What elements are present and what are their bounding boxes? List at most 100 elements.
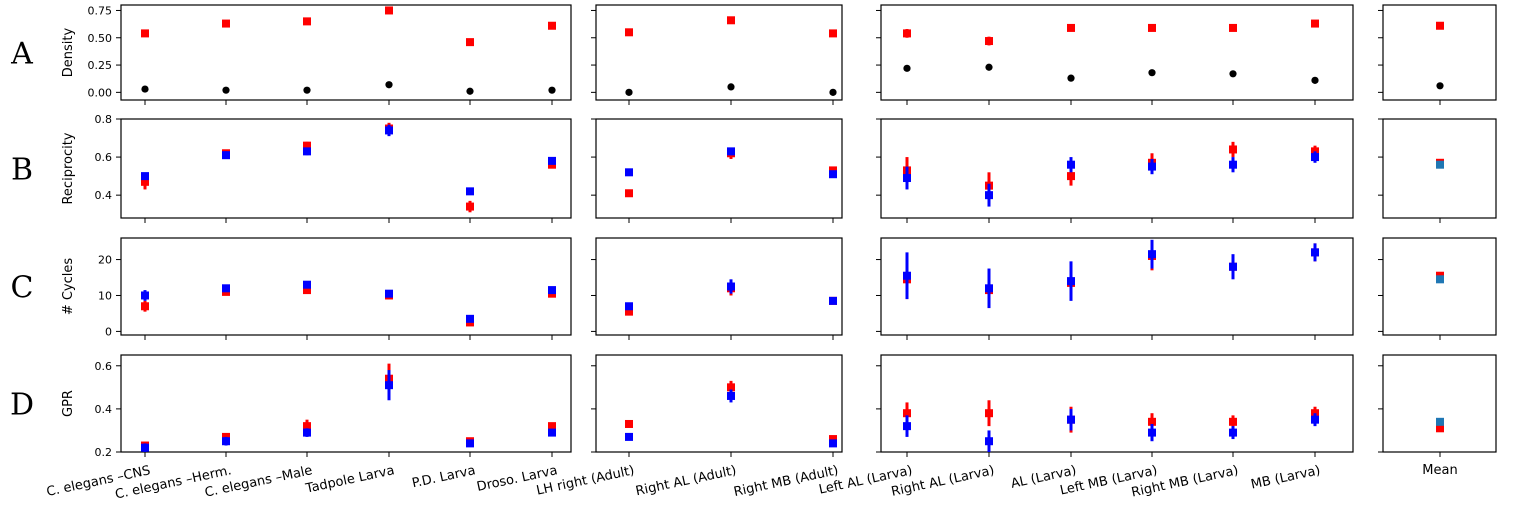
data-point [625, 419, 633, 428]
axes-frame [595, 4, 843, 101]
data-point [1436, 417, 1444, 426]
data-point [625, 168, 633, 177]
y-tick-label: 0.4 [95, 403, 113, 416]
y-tick-label: 0.6 [95, 360, 113, 373]
data-point [1229, 160, 1237, 169]
axes-frame [1382, 354, 1497, 453]
data-point [829, 170, 837, 179]
data-point [548, 428, 556, 437]
data-point [985, 191, 993, 200]
axes-frame [120, 118, 572, 219]
axes-frame [880, 118, 1354, 219]
data-point [1229, 428, 1237, 437]
data-point [727, 391, 735, 400]
data-point [466, 38, 474, 47]
axes-frame [880, 354, 1354, 453]
data-point [1311, 76, 1319, 84]
data-point [141, 172, 149, 181]
data-point [385, 6, 393, 15]
y-axis-label: Reciprocity [61, 132, 76, 204]
data-point [903, 422, 911, 431]
data-point [1067, 172, 1075, 181]
data-point [1229, 23, 1237, 32]
data-point [1148, 69, 1156, 77]
data-point [985, 37, 993, 46]
y-tick-label: 10 [98, 289, 112, 302]
data-point [727, 147, 735, 156]
row-letter: B [11, 153, 33, 188]
data-point [222, 86, 230, 94]
data-point [985, 284, 993, 293]
data-point [1067, 160, 1075, 169]
data-point [222, 284, 230, 293]
data-point [1311, 415, 1319, 424]
data-point [466, 87, 474, 95]
data-point [1229, 145, 1237, 154]
data-point [727, 16, 735, 25]
data-point [141, 85, 149, 93]
x-category-label: Mean [1422, 463, 1457, 478]
data-point [385, 126, 393, 135]
data-point [1148, 162, 1156, 171]
data-point [625, 189, 633, 198]
data-point [1436, 21, 1444, 30]
data-point [548, 21, 556, 30]
x-category-label: Right AL (Adult) [634, 463, 738, 499]
data-point [466, 314, 474, 323]
axes-frame [120, 4, 572, 101]
y-tick-label: 0.6 [95, 151, 113, 164]
data-point [303, 86, 311, 94]
axes-frame [595, 354, 843, 453]
data-point [303, 286, 311, 295]
axes-frame [880, 4, 1354, 101]
data-point [625, 432, 633, 441]
data-point [222, 19, 230, 28]
data-point [903, 174, 911, 183]
x-category-label: P.D. Larva [411, 463, 477, 491]
data-point [1148, 428, 1156, 437]
data-point [903, 29, 911, 38]
y-tick-label: 0.00 [88, 86, 113, 99]
row-letter: A [10, 37, 33, 72]
data-point [385, 381, 393, 390]
y-tick-label: 20 [98, 254, 112, 267]
data-point [625, 302, 633, 311]
data-point [625, 307, 633, 316]
data-point [385, 289, 393, 298]
data-point [985, 63, 993, 71]
y-tick-label: 0.8 [95, 113, 113, 126]
row-letter: C [11, 271, 34, 306]
y-tick-label: 0.75 [88, 4, 113, 17]
data-point [1067, 415, 1075, 424]
data-point [303, 428, 311, 437]
data-point [985, 437, 993, 446]
y-axis-label: Density [61, 27, 76, 77]
data-point [548, 286, 556, 295]
y-tick-label: 0.25 [88, 59, 113, 72]
data-point [829, 29, 837, 38]
data-point [1436, 275, 1444, 284]
data-point [303, 141, 311, 150]
data-point [829, 435, 837, 444]
y-tick-label: 0.50 [88, 32, 113, 45]
data-point [141, 29, 149, 38]
axes-frame [1382, 237, 1497, 336]
y-tick-label: 0.4 [95, 189, 113, 202]
y-axis-label: GPR [61, 390, 76, 417]
data-point [985, 409, 993, 418]
data-point [829, 296, 837, 305]
data-point [222, 151, 230, 160]
y-tick-label: 0 [105, 325, 112, 338]
axes-frame [595, 237, 843, 336]
x-category-label: MB (Larva) [1250, 463, 1322, 492]
data-point [829, 88, 837, 96]
data-point [1436, 160, 1444, 169]
data-point [625, 88, 633, 96]
axes-frame [880, 237, 1354, 336]
data-point [141, 443, 149, 452]
data-point [1148, 23, 1156, 32]
data-point [1229, 70, 1237, 78]
data-point [141, 302, 149, 311]
data-point [727, 83, 735, 91]
data-point [303, 422, 311, 431]
